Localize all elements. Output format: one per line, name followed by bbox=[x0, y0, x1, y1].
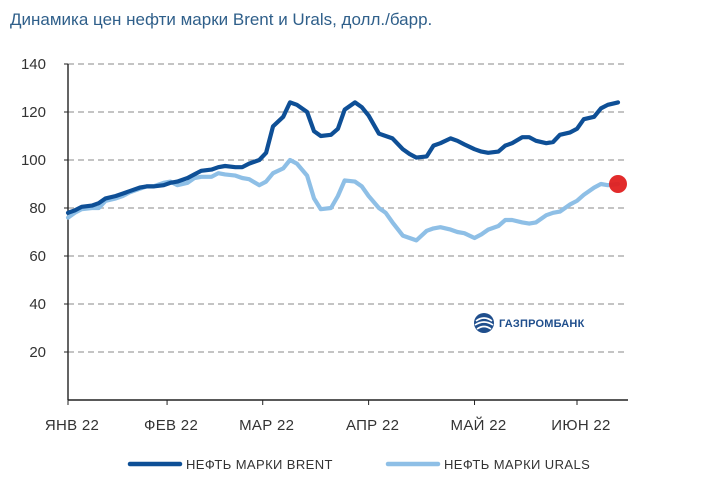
series-line-brent bbox=[65, 100, 621, 215]
highlight-marker-layer bbox=[609, 175, 627, 193]
legend-brent-label: НЕФТЬ МАРКИ BRENT bbox=[186, 457, 333, 472]
x-tick-label-1: ФЕВ 22 bbox=[144, 417, 198, 434]
y-tick-label-60: 60 bbox=[29, 248, 46, 265]
axes bbox=[64, 63, 628, 405]
y-tick-label-40: 40 bbox=[29, 296, 46, 313]
y-tick-labels: 20 40 60 80 100 120 140 bbox=[21, 56, 46, 361]
series-line-urals bbox=[65, 157, 621, 243]
series-lines bbox=[65, 100, 621, 243]
gazprombank-logo: ГАЗПРОМБАНК bbox=[474, 313, 585, 333]
gazprombank-logo-icon bbox=[474, 313, 494, 333]
y-tick-label-140: 140 bbox=[21, 56, 46, 73]
y-tick-label-100: 100 bbox=[21, 152, 46, 169]
x-tick-label-5: ИЮН 22 bbox=[551, 417, 610, 434]
x-tick-label-0: ЯНВ 22 bbox=[45, 417, 99, 434]
y-tick-label-120: 120 bbox=[21, 104, 46, 121]
chart-title: Динамика цен нефти марки Brent и Urals, … bbox=[10, 10, 433, 29]
x-tick-label-3: АПР 22 bbox=[346, 417, 399, 434]
legend: НЕФТЬ МАРКИ BRENT НЕФТЬ МАРКИ URALS bbox=[127, 457, 590, 472]
grid-lines bbox=[68, 63, 628, 353]
x-tick-labels: ЯНВ 22 ФЕВ 22 МАР 22 АПР 22 МАЙ 22 ИЮН 22 bbox=[45, 416, 611, 434]
x-tick-label-4: МАЙ 22 bbox=[451, 416, 507, 434]
logo-text: ГАЗПРОМБАНК bbox=[499, 318, 585, 330]
x-tick-label-2: МАР 22 bbox=[239, 417, 294, 434]
y-tick-label-20: 20 bbox=[29, 344, 46, 361]
highlight-marker bbox=[609, 175, 627, 193]
y-tick-label-80: 80 bbox=[29, 200, 46, 217]
legend-urals-label: НЕФТЬ МАРКИ URALS bbox=[444, 457, 590, 472]
